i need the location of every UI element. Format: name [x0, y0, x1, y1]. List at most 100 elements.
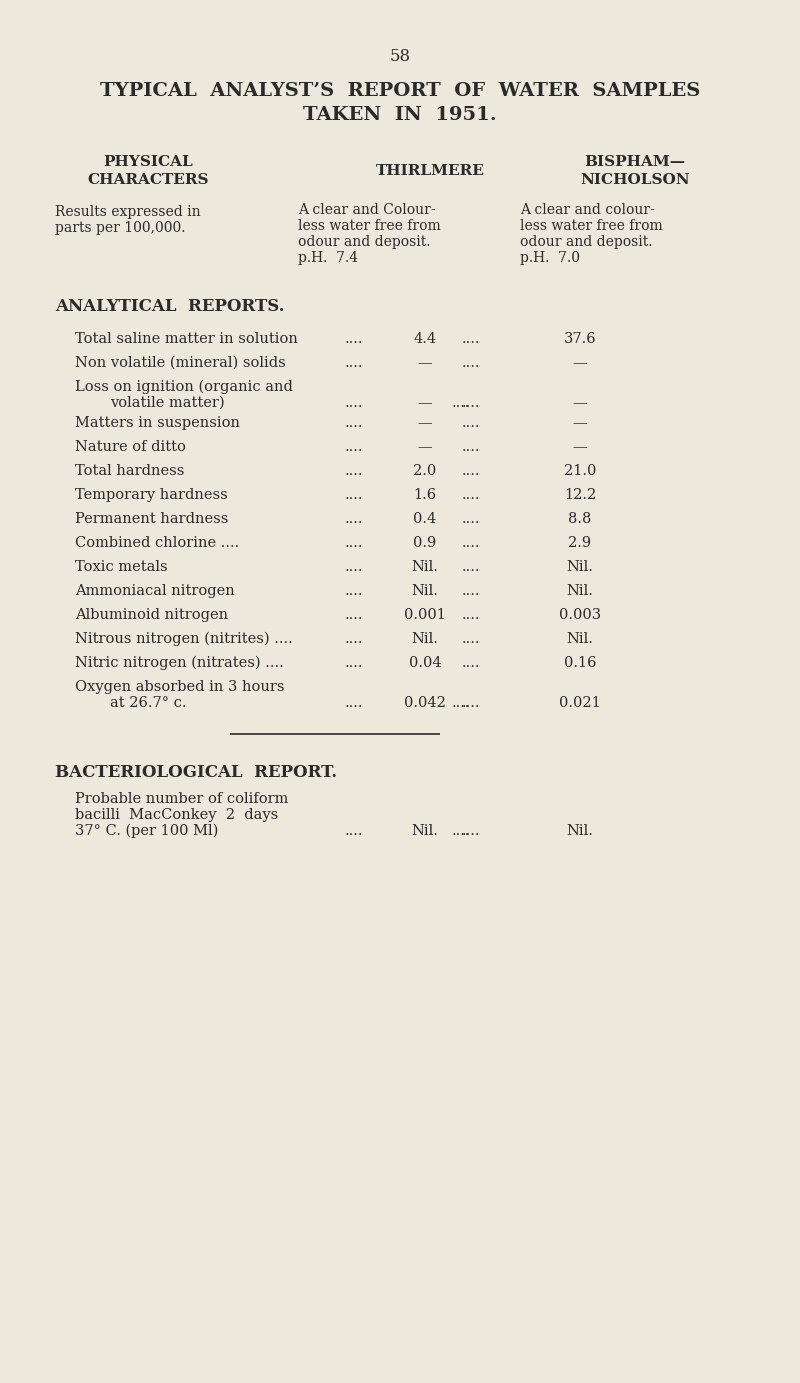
Text: 0.16: 0.16	[564, 656, 596, 669]
Text: Oxygen absorbed in 3 hours: Oxygen absorbed in 3 hours	[75, 680, 285, 694]
Text: 37° C. (per 100 Ml): 37° C. (per 100 Ml)	[75, 824, 218, 838]
Text: ....: ....	[462, 584, 481, 597]
Text: ....: ....	[345, 488, 363, 502]
Text: ....: ....	[452, 696, 470, 709]
Text: Nitrous nitrogen (nitrites) ....: Nitrous nitrogen (nitrites) ....	[75, 632, 293, 646]
Text: Nitric nitrogen (nitrates) ....: Nitric nitrogen (nitrates) ....	[75, 656, 284, 671]
Text: ....: ....	[345, 440, 363, 454]
Text: ....: ....	[452, 824, 470, 838]
Text: odour and deposit.: odour and deposit.	[298, 235, 430, 249]
Text: less water free from: less water free from	[298, 219, 441, 232]
Text: 2.9: 2.9	[569, 537, 591, 550]
Text: —: —	[573, 355, 587, 371]
Text: 4.4: 4.4	[414, 332, 437, 346]
Text: ....: ....	[462, 560, 481, 574]
Text: —: —	[418, 416, 432, 430]
Text: ....: ....	[345, 416, 363, 430]
Text: less water free from: less water free from	[520, 219, 662, 232]
Text: ....: ....	[345, 512, 363, 526]
Text: Nil.: Nil.	[411, 824, 438, 838]
Text: 37.6: 37.6	[564, 332, 596, 346]
Text: Total hardness: Total hardness	[75, 465, 184, 479]
Text: THIRLMERE: THIRLMERE	[375, 165, 485, 178]
Text: Matters in suspension: Matters in suspension	[75, 416, 240, 430]
Text: ....: ....	[345, 465, 363, 479]
Text: Nil.: Nil.	[566, 632, 594, 646]
Text: p.H.  7.4: p.H. 7.4	[298, 250, 358, 266]
Text: —: —	[418, 355, 432, 371]
Text: ....: ....	[462, 537, 481, 550]
Text: ....: ....	[462, 609, 481, 622]
Text: 0.042: 0.042	[404, 696, 446, 709]
Text: Nil.: Nil.	[411, 632, 438, 646]
Text: ....: ....	[345, 332, 363, 346]
Text: parts per 100,000.: parts per 100,000.	[55, 221, 186, 235]
Text: 0.003: 0.003	[559, 609, 601, 622]
Text: BACTERIOLOGICAL  REPORT.: BACTERIOLOGICAL REPORT.	[55, 763, 337, 781]
Text: 8.8: 8.8	[568, 512, 592, 526]
Text: A clear and colour-: A clear and colour-	[520, 203, 655, 217]
Text: 0.9: 0.9	[414, 537, 437, 550]
Text: ....: ....	[345, 656, 363, 669]
Text: volatile matter): volatile matter)	[110, 396, 225, 409]
Text: TYPICAL  ANALYST’S  REPORT  OF  WATER  SAMPLES: TYPICAL ANALYST’S REPORT OF WATER SAMPLE…	[100, 82, 700, 100]
Text: CHARACTERS: CHARACTERS	[87, 173, 209, 187]
Text: ....: ....	[462, 656, 481, 669]
Text: ....: ....	[345, 396, 363, 409]
Text: ....: ....	[462, 465, 481, 479]
Text: Nil.: Nil.	[566, 584, 594, 597]
Text: Albuminoid nitrogen: Albuminoid nitrogen	[75, 609, 228, 622]
Text: Ammoniacal nitrogen: Ammoniacal nitrogen	[75, 584, 234, 597]
Text: ....: ....	[462, 696, 481, 709]
Text: Combined chlorine ....: Combined chlorine ....	[75, 537, 239, 550]
Text: at 26.7° c.: at 26.7° c.	[110, 696, 186, 709]
Text: Temporary hardness: Temporary hardness	[75, 488, 228, 502]
Text: ....: ....	[345, 609, 363, 622]
Text: TAKEN  IN  1951.: TAKEN IN 1951.	[303, 106, 497, 124]
Text: ....: ....	[345, 537, 363, 550]
Text: 58: 58	[390, 48, 410, 65]
Text: Permanent hardness: Permanent hardness	[75, 512, 228, 526]
Text: ....: ....	[345, 696, 363, 709]
Text: odour and deposit.: odour and deposit.	[520, 235, 653, 249]
Text: 12.2: 12.2	[564, 488, 596, 502]
Text: 0.001: 0.001	[404, 609, 446, 622]
Text: Total saline matter in solution: Total saline matter in solution	[75, 332, 298, 346]
Text: —: —	[573, 440, 587, 454]
Text: Nil.: Nil.	[566, 560, 594, 574]
Text: Nil.: Nil.	[411, 560, 438, 574]
Text: ....: ....	[462, 824, 481, 838]
Text: ....: ....	[462, 440, 481, 454]
Text: 2.0: 2.0	[414, 465, 437, 479]
Text: ....: ....	[462, 332, 481, 346]
Text: —: —	[418, 440, 432, 454]
Text: —: —	[418, 396, 432, 409]
Text: 21.0: 21.0	[564, 465, 596, 479]
Text: PHYSICAL: PHYSICAL	[103, 155, 193, 169]
Text: Toxic metals: Toxic metals	[75, 560, 168, 574]
Text: ....: ....	[462, 355, 481, 371]
Text: ....: ....	[462, 512, 481, 526]
Text: 1.6: 1.6	[414, 488, 437, 502]
Text: —: —	[573, 416, 587, 430]
Text: Probable number of coliform: Probable number of coliform	[75, 792, 288, 806]
Text: ....: ....	[345, 632, 363, 646]
Text: ....: ....	[452, 396, 470, 409]
Text: ....: ....	[462, 416, 481, 430]
Text: BISPHAM—: BISPHAM—	[585, 155, 686, 169]
Text: NICHOLSON: NICHOLSON	[580, 173, 690, 187]
Text: ....: ....	[345, 355, 363, 371]
Text: —: —	[573, 396, 587, 409]
Text: ....: ....	[462, 488, 481, 502]
Text: bacilli  MacConkey  2  days: bacilli MacConkey 2 days	[75, 808, 278, 822]
Text: ....: ....	[345, 560, 363, 574]
Text: Nil.: Nil.	[566, 824, 594, 838]
Text: A clear and Colour-: A clear and Colour-	[298, 203, 436, 217]
Text: ....: ....	[462, 396, 481, 409]
Text: 0.021: 0.021	[559, 696, 601, 709]
Text: p.H.  7.0: p.H. 7.0	[520, 250, 580, 266]
Text: ....: ....	[345, 584, 363, 597]
Text: ANALYTICAL  REPORTS.: ANALYTICAL REPORTS.	[55, 297, 285, 315]
Text: Nil.: Nil.	[411, 584, 438, 597]
Text: 0.04: 0.04	[409, 656, 442, 669]
